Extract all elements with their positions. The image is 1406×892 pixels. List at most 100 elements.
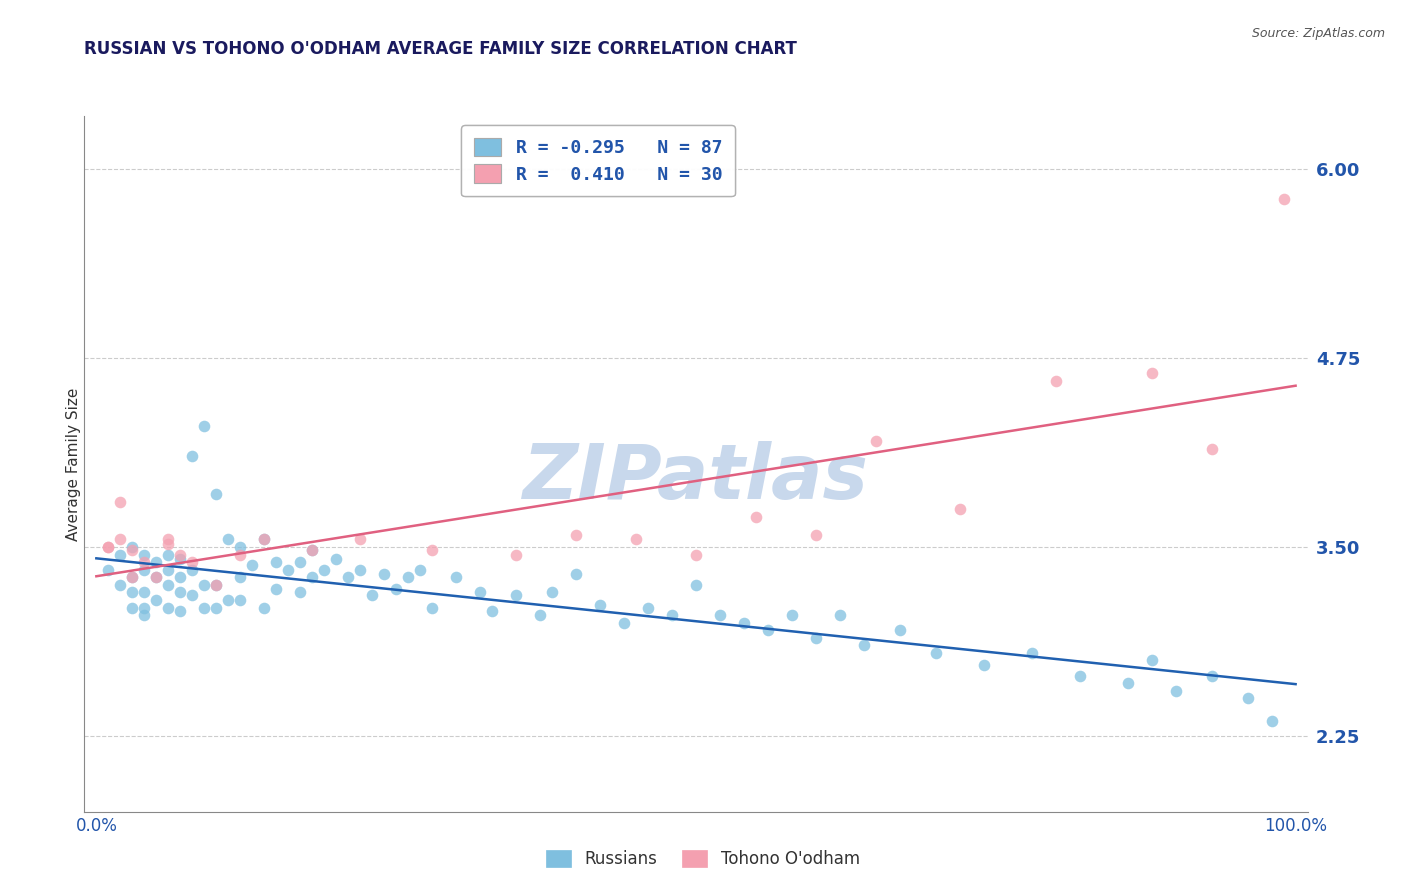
Point — [110, 533, 132, 547]
Point — [253, 600, 276, 615]
Point — [613, 615, 636, 630]
Point — [745, 509, 768, 524]
Point — [157, 533, 180, 547]
Point — [205, 578, 228, 592]
Point — [780, 608, 803, 623]
Point — [314, 563, 336, 577]
Legend: R = -0.295   N = 87, R =  0.410   N = 30: R = -0.295 N = 87, R = 0.410 N = 30 — [461, 125, 735, 196]
Point — [1260, 714, 1282, 728]
Point — [685, 578, 707, 592]
Point — [804, 631, 827, 645]
Point — [134, 585, 156, 599]
Point — [229, 570, 252, 584]
Point — [337, 570, 360, 584]
Point — [661, 608, 683, 623]
Point — [637, 600, 659, 615]
Point — [589, 598, 612, 612]
Point — [134, 608, 156, 623]
Point — [973, 658, 995, 673]
Point — [361, 589, 384, 603]
Point — [205, 578, 228, 592]
Point — [134, 563, 156, 577]
Point — [1164, 683, 1187, 698]
Point — [181, 450, 204, 464]
Point — [121, 543, 143, 558]
Point — [253, 533, 276, 547]
Point — [229, 593, 252, 607]
Point — [193, 578, 215, 592]
Point — [97, 540, 120, 554]
Point — [1272, 192, 1295, 206]
Point — [1045, 374, 1067, 388]
Point — [145, 570, 167, 584]
Point — [444, 570, 467, 584]
Point — [1236, 691, 1258, 706]
Point — [229, 540, 252, 554]
Point — [529, 608, 551, 623]
Text: ZIPatlas: ZIPatlas — [523, 441, 869, 515]
Point — [505, 548, 527, 562]
Point — [121, 570, 143, 584]
Point — [253, 533, 276, 547]
Point — [97, 563, 120, 577]
Point — [193, 600, 215, 615]
Point — [865, 434, 887, 449]
Point — [205, 600, 228, 615]
Point — [193, 419, 215, 434]
Point — [157, 600, 180, 615]
Point — [205, 487, 228, 501]
Point — [420, 543, 443, 558]
Point — [481, 603, 503, 617]
Point — [229, 548, 252, 562]
Point — [145, 593, 167, 607]
Point — [217, 593, 239, 607]
Point — [373, 567, 395, 582]
Point — [169, 585, 191, 599]
Point — [685, 548, 707, 562]
Point — [121, 570, 143, 584]
Point — [301, 543, 323, 558]
Point — [756, 624, 779, 638]
Point — [290, 585, 312, 599]
Point — [541, 585, 564, 599]
Point — [145, 555, 167, 569]
Point — [145, 570, 167, 584]
Point — [264, 582, 287, 597]
Point — [1069, 668, 1091, 682]
Point — [157, 548, 180, 562]
Point — [181, 555, 204, 569]
Point — [565, 567, 588, 582]
Point — [349, 533, 371, 547]
Point — [277, 563, 299, 577]
Point — [1140, 366, 1163, 380]
Point — [468, 585, 491, 599]
Legend: Russians, Tohono O'odham: Russians, Tohono O'odham — [540, 843, 866, 875]
Point — [110, 578, 132, 592]
Point — [852, 638, 875, 652]
Point — [169, 552, 191, 566]
Point — [181, 589, 204, 603]
Point — [396, 570, 419, 584]
Point — [505, 589, 527, 603]
Point — [1201, 442, 1223, 456]
Point — [121, 600, 143, 615]
Text: RUSSIAN VS TOHONO O'ODHAM AVERAGE FAMILY SIZE CORRELATION CHART: RUSSIAN VS TOHONO O'ODHAM AVERAGE FAMILY… — [84, 40, 797, 58]
Point — [134, 555, 156, 569]
Point — [949, 502, 972, 516]
Point — [624, 533, 647, 547]
Y-axis label: Average Family Size: Average Family Size — [66, 387, 80, 541]
Point — [121, 540, 143, 554]
Point — [1201, 668, 1223, 682]
Point — [97, 540, 120, 554]
Point — [290, 555, 312, 569]
Point — [121, 585, 143, 599]
Point — [301, 543, 323, 558]
Point — [889, 624, 911, 638]
Point — [733, 615, 755, 630]
Point — [409, 563, 432, 577]
Point — [110, 494, 132, 508]
Point — [385, 582, 408, 597]
Point — [157, 537, 180, 551]
Text: Source: ZipAtlas.com: Source: ZipAtlas.com — [1251, 27, 1385, 40]
Point — [169, 570, 191, 584]
